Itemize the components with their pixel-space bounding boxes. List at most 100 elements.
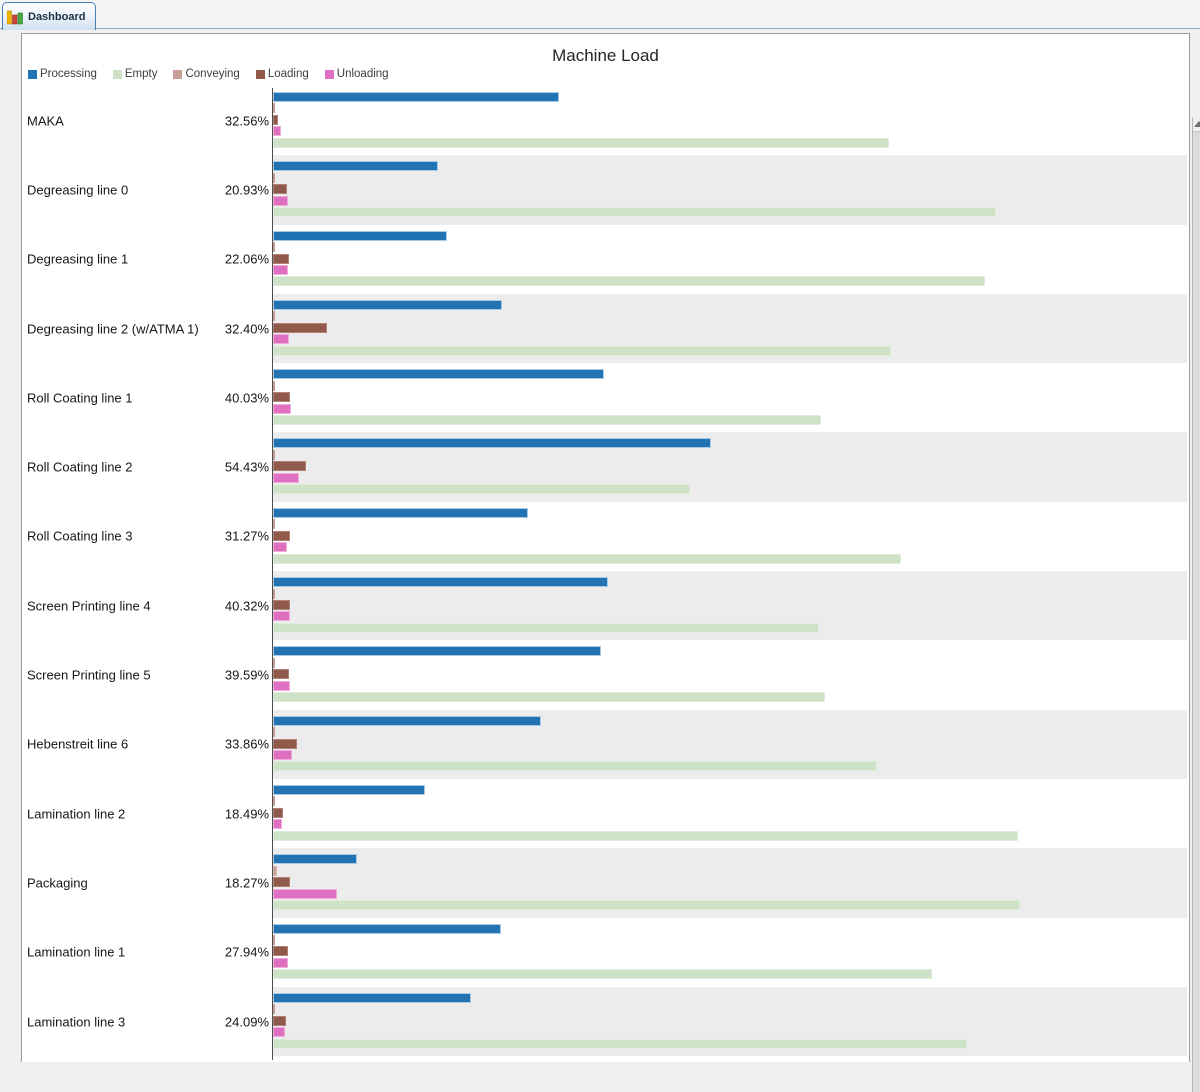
processing-bar xyxy=(273,923,501,934)
conveying-bar xyxy=(273,1004,275,1015)
chart-row: MAKA 32.56% xyxy=(22,86,1189,155)
load-value: 32.56% xyxy=(224,113,269,129)
machine-label: Packaging xyxy=(27,875,88,891)
bar-group xyxy=(273,507,901,565)
chart-row: Roll Coating line 3 31.27% xyxy=(22,502,1189,571)
loading-bar xyxy=(273,807,284,818)
chart-row: Degreasing line 2 (w/ATMA 1) 32.40% xyxy=(22,293,1189,364)
empty-bar xyxy=(273,622,819,633)
chart-row: Degreasing line 1 22.06% xyxy=(22,225,1189,294)
bar-group xyxy=(273,161,996,218)
chart-row: Hebenstreit line 6 33.86% xyxy=(22,709,1189,780)
conveying-bar xyxy=(273,242,275,253)
load-value: 20.93% xyxy=(224,182,269,198)
conveying-bar xyxy=(273,172,275,183)
bar-group xyxy=(273,992,967,1050)
tab-label: Dashboard xyxy=(28,10,86,23)
unloading-bar xyxy=(273,542,287,553)
conveying-bar xyxy=(273,311,275,322)
processing-bar xyxy=(273,507,528,518)
empty-bar xyxy=(273,345,891,356)
conveying-bar xyxy=(273,519,275,530)
legend-swatch-unloading xyxy=(324,69,334,79)
processing-bar xyxy=(273,299,502,310)
bar-group xyxy=(273,92,890,149)
loading-bar xyxy=(273,461,306,472)
load-value: 40.32% xyxy=(224,598,269,614)
load-value: 32.40% xyxy=(224,321,269,337)
unloading-bar xyxy=(273,403,292,414)
empty-bar xyxy=(273,1038,967,1049)
empty-bar xyxy=(273,484,690,495)
loading-bar xyxy=(273,877,291,888)
bar-group xyxy=(273,438,711,495)
processing-bar xyxy=(273,646,602,657)
chart-panel: Machine Load Processing Empty Conveying Loa… xyxy=(21,33,1190,1062)
chart-row: Packaging 18.27% xyxy=(22,848,1189,918)
unloading-bar xyxy=(273,888,337,899)
load-value: 54.43% xyxy=(224,459,269,475)
load-value: 18.49% xyxy=(224,806,269,822)
tab-dashboard[interactable]: Dashboard xyxy=(2,2,97,30)
scroll-up-arrow-icon xyxy=(1194,121,1200,127)
unloading-bar xyxy=(273,334,290,345)
processing-bar xyxy=(273,577,609,588)
conveying-bar xyxy=(273,657,275,668)
load-value: 24.09% xyxy=(224,1014,269,1029)
load-value: 40.03% xyxy=(224,390,269,406)
loading-bar xyxy=(273,738,297,749)
bar-group xyxy=(273,369,822,426)
legend-swatch-loading xyxy=(255,69,265,79)
scrollbar-up-button[interactable] xyxy=(1193,117,1200,132)
machine-label: MAKA xyxy=(27,113,64,129)
main-area: Machine Load Processing Empty Conveying Loa… xyxy=(0,30,1200,1092)
machine-label: Roll Coating line 2 xyxy=(27,459,133,475)
loading-bar xyxy=(273,530,291,541)
legend-swatch-processing xyxy=(28,69,37,79)
loading-bar xyxy=(273,184,287,195)
unloading-bar xyxy=(273,264,288,275)
legend-label: Conveying xyxy=(185,68,240,80)
machine-label: Degreasing line 0 xyxy=(27,182,129,198)
vertical-scrollbar[interactable] xyxy=(1192,117,1200,1092)
chart-row: Lamination line 3 24.09% xyxy=(22,986,1189,1057)
empty-bar xyxy=(273,900,1020,911)
chart-row: Degreasing line 0 20.93% xyxy=(22,155,1189,225)
processing-bar xyxy=(273,92,560,102)
empty-bar xyxy=(273,761,878,772)
conveying-bar xyxy=(273,588,275,599)
conveying-bar xyxy=(273,935,275,946)
load-value: 33.86% xyxy=(224,736,269,752)
processing-bar xyxy=(273,369,604,380)
processing-bar xyxy=(273,992,472,1003)
legend-item-unloading: Unloading xyxy=(324,68,389,80)
loading-bar xyxy=(273,669,289,680)
bar-group xyxy=(273,646,826,703)
chart-title: Machine Load xyxy=(552,46,659,65)
unloading-bar xyxy=(273,126,281,137)
load-value: 27.94% xyxy=(224,944,269,960)
loading-bar xyxy=(273,322,327,333)
bar-group xyxy=(273,577,819,634)
load-value: 39.59% xyxy=(224,667,269,683)
chart-row: Screen Printing line 4 40.32% xyxy=(22,571,1189,641)
chart-legend: Processing Empty Conveying Loading Unloading xyxy=(28,68,389,80)
bar-group xyxy=(273,299,891,357)
legend-item-loading: Loading xyxy=(255,68,309,80)
empty-bar xyxy=(273,553,901,564)
bar-group xyxy=(273,854,1020,911)
processing-bar xyxy=(273,784,425,795)
chart-row: Roll Coating line 1 40.03% xyxy=(22,363,1189,432)
machine-label: Screen Printing line 5 xyxy=(27,667,151,683)
unloading-bar xyxy=(273,957,289,968)
unloading-bar xyxy=(273,472,300,483)
unloading-bar xyxy=(273,750,293,761)
loading-bar xyxy=(273,392,290,403)
machine-label: Degreasing line 1 xyxy=(27,251,129,267)
bar-group xyxy=(273,923,932,981)
legend-swatch-empty xyxy=(112,69,122,79)
machine-label: Roll Coating line 1 xyxy=(27,390,133,406)
unloading-bar xyxy=(273,195,288,206)
loading-bar xyxy=(273,253,289,264)
machine-label: Hebenstreit line 6 xyxy=(27,736,129,752)
